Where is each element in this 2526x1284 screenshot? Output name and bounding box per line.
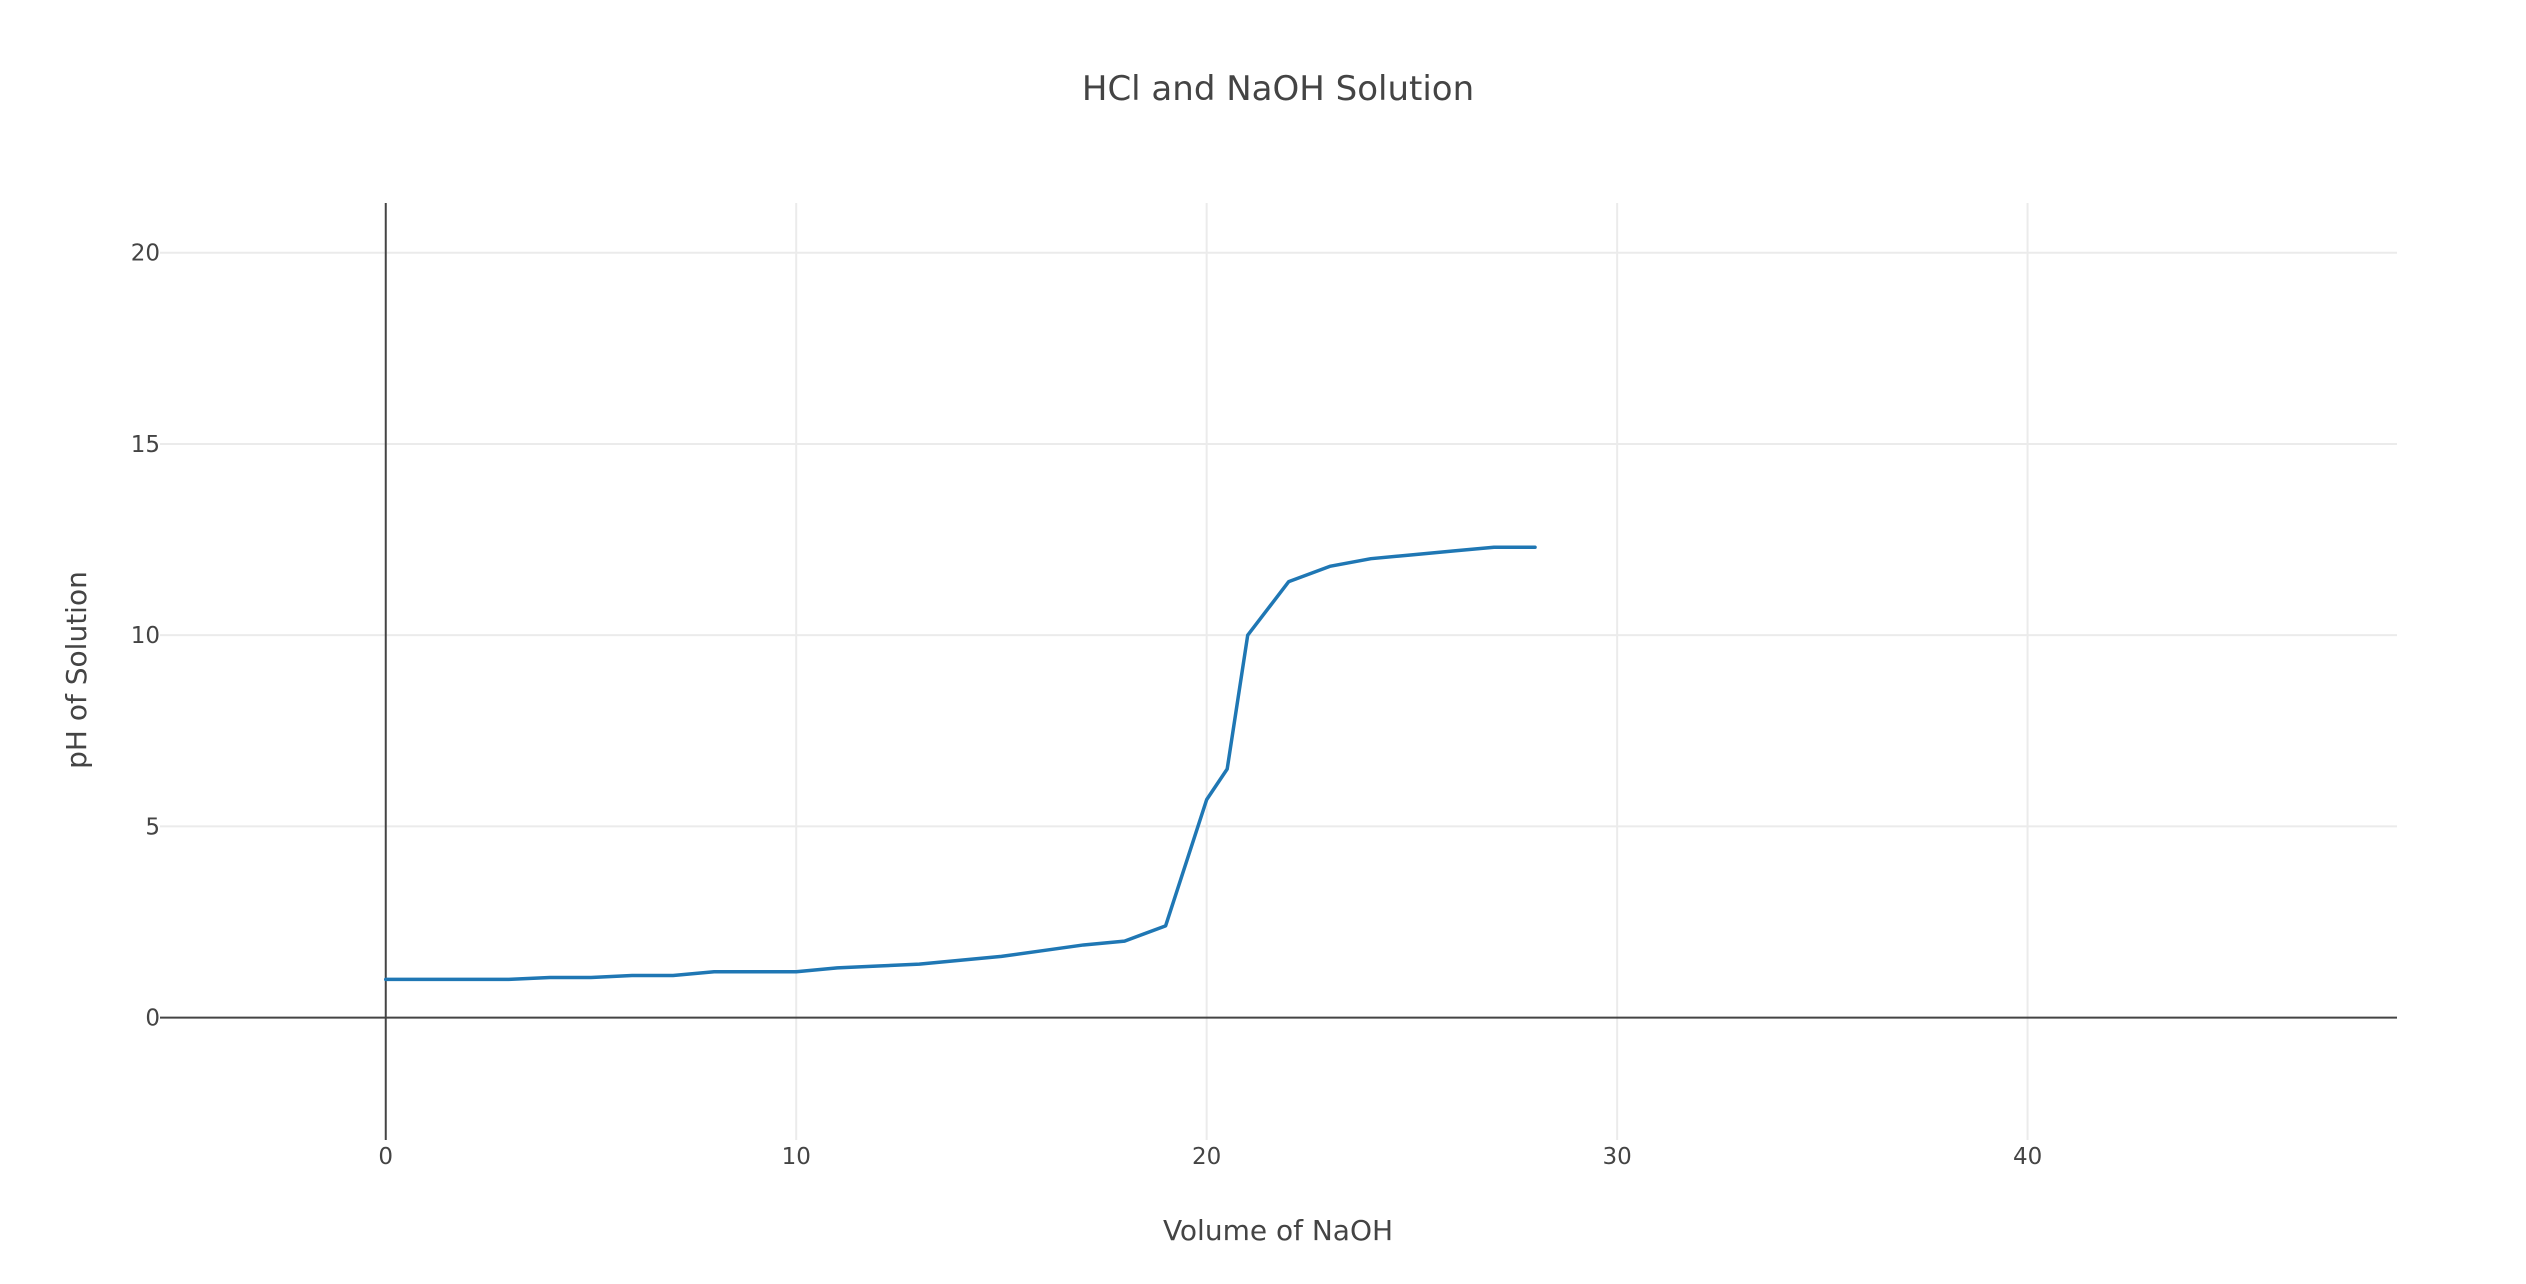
chart-title: HCl and NaOH Solution bbox=[1082, 69, 1474, 109]
x-tick-label: 30 bbox=[1602, 1144, 1631, 1170]
series-line-0 bbox=[384, 545, 1537, 982]
series-layer bbox=[384, 545, 1537, 982]
tick-labels: 0 10 20 30 40 0 5 10 15 20 bbox=[131, 241, 2043, 1170]
zero-lines bbox=[160, 203, 2397, 1140]
y-tick-label: 20 bbox=[131, 241, 160, 267]
y-tick-label: 0 bbox=[145, 1006, 160, 1032]
x-tick-label: 10 bbox=[782, 1144, 811, 1170]
y-axis-title: pH of Solution bbox=[60, 571, 93, 769]
y-tick-label: 15 bbox=[131, 432, 160, 458]
y-tick-label: 10 bbox=[131, 623, 160, 649]
y-tick-label: 5 bbox=[145, 814, 160, 840]
x-tick-label: 0 bbox=[378, 1144, 393, 1170]
grid bbox=[160, 203, 2397, 1140]
x-tick-label: 20 bbox=[1192, 1144, 1221, 1170]
x-axis-title: Volume of NaOH bbox=[1163, 1214, 1393, 1247]
x-tick-label: 40 bbox=[2013, 1144, 2042, 1170]
